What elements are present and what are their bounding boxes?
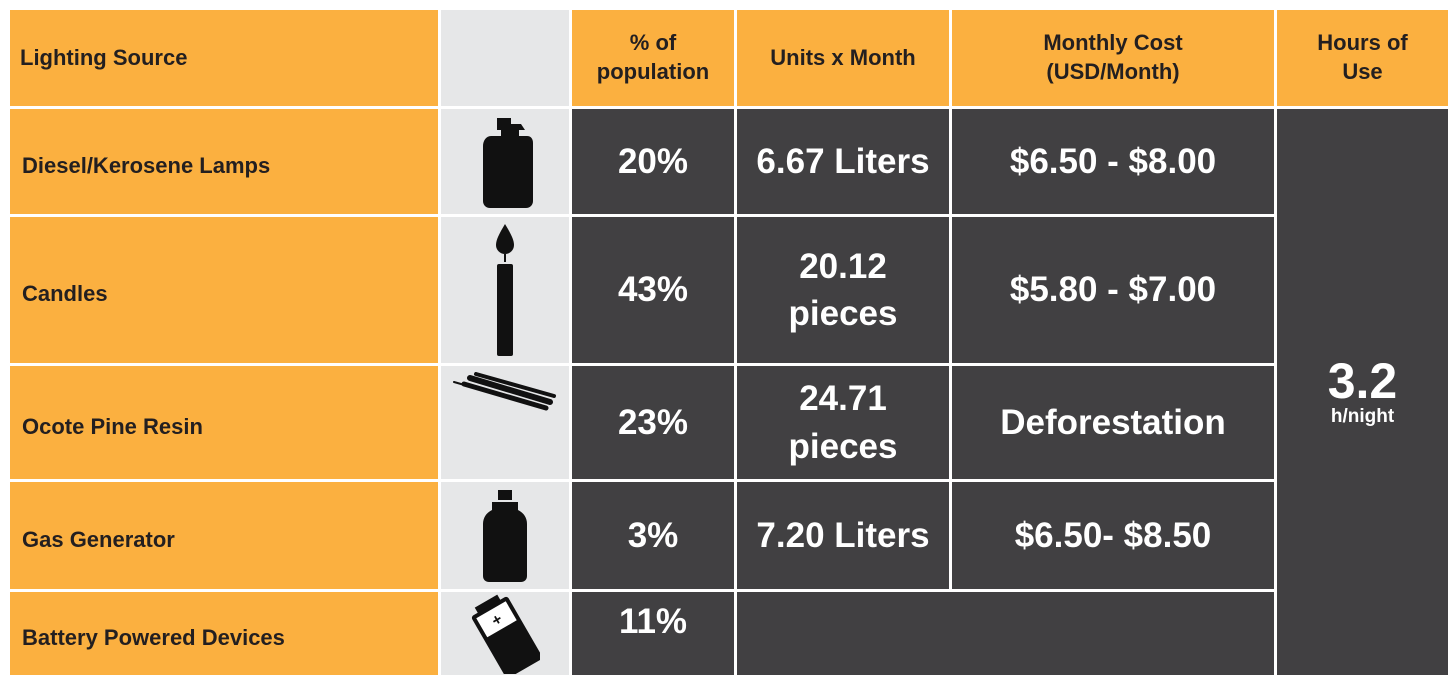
header-cell: Units x Month	[737, 10, 949, 106]
icon-cell	[441, 109, 569, 214]
header-cell: Lighting Source	[10, 10, 438, 106]
icon-cell: +	[441, 592, 569, 675]
icon-cell	[441, 217, 569, 363]
percent-cell: 43%	[572, 217, 734, 363]
header-cell: Hours of Use	[1277, 10, 1448, 106]
percent-cell: 11%	[572, 592, 734, 675]
percent-cell: 3%	[572, 482, 734, 589]
header-text: Monthly Cost (USD/Month)	[1043, 30, 1183, 84]
cost-cell: $6.50 - $8.00	[952, 109, 1274, 214]
units-cell: 24.71 pieces	[737, 366, 949, 479]
hours-unit: h/night	[1330, 406, 1395, 427]
cost-cell: Deforestation	[952, 366, 1274, 479]
battery-icon: +	[471, 594, 540, 674]
icon-cell	[441, 366, 569, 479]
header-text: % of population	[596, 30, 710, 84]
lighting-table: Lighting Source % of population Units x …	[10, 10, 1448, 675]
resin-icon	[453, 372, 556, 411]
cost-cell: $5.80 - $7.00	[952, 217, 1274, 363]
hours-cell: 3.2 h/night	[1277, 109, 1448, 675]
gas-cylinder-icon	[483, 489, 527, 582]
percent-cell: 23%	[572, 366, 734, 479]
empty-cell	[737, 592, 1274, 675]
header-cell: % of population	[572, 10, 734, 106]
icon-header	[441, 10, 569, 106]
source-cell: Battery Powered Devices	[10, 592, 438, 675]
header-text: Hours of Use	[1317, 30, 1408, 84]
source-cell: Ocote Pine Resin	[10, 366, 438, 479]
percent-cell: 20%	[572, 109, 734, 214]
units-cell: 7.20 Liters	[737, 482, 949, 589]
candle-icon	[496, 224, 514, 356]
units-cell: 6.67 Liters	[737, 109, 949, 214]
jerrycan-icon	[483, 117, 533, 208]
hours-value: 3.2	[1327, 353, 1398, 409]
cost-cell: $6.50- $8.50	[952, 482, 1274, 589]
units-cell: 20.12 pieces	[737, 217, 949, 363]
source-cell: Gas Generator	[10, 482, 438, 589]
icon-cell	[441, 482, 569, 589]
header-cell: Monthly Cost (USD/Month)	[952, 10, 1274, 106]
source-cell: Diesel/Kerosene Lamps	[10, 109, 438, 214]
source-cell: Candles	[10, 217, 438, 363]
